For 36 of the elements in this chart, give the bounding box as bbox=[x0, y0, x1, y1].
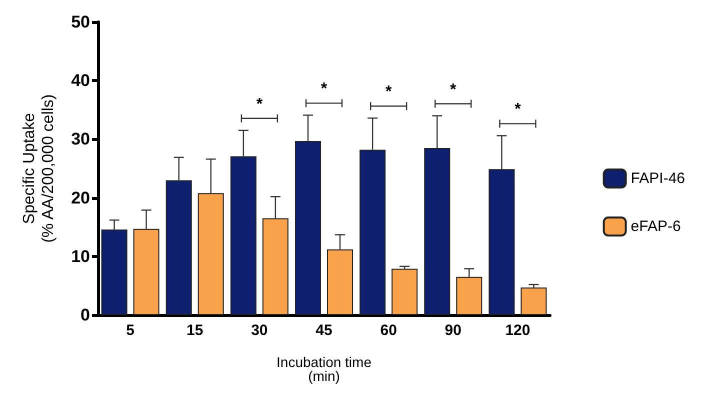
y-axis-title: Specific Uptake (% AA/200,000 cells) bbox=[21, 94, 57, 243]
bar bbox=[327, 249, 353, 315]
x-axis-title: Incubation time (min) bbox=[276, 354, 372, 384]
bar bbox=[133, 228, 160, 315]
y-tick-label: 30 bbox=[71, 130, 90, 149]
x-tick-label: 5 bbox=[126, 322, 134, 339]
bar bbox=[262, 218, 288, 315]
y-tick-label: 50 bbox=[71, 12, 90, 32]
annotation: * bbox=[320, 80, 328, 98]
annotation: * bbox=[385, 84, 392, 101]
annotation: * bbox=[256, 96, 264, 113]
bar bbox=[424, 148, 450, 315]
legend-label: FAPI-46 bbox=[630, 170, 686, 187]
bar bbox=[295, 140, 321, 315]
bar bbox=[198, 193, 224, 315]
y-tick-label: 40 bbox=[71, 71, 90, 90]
annotation: * bbox=[514, 101, 522, 118]
x-tick-label: 120 bbox=[505, 322, 530, 339]
bar bbox=[230, 156, 256, 315]
x-tick-label: 90 bbox=[444, 322, 462, 339]
bar bbox=[101, 229, 128, 315]
bar bbox=[392, 268, 418, 315]
y-tick-label: 20 bbox=[71, 188, 90, 208]
x-tick-label: 15 bbox=[186, 322, 204, 339]
bar bbox=[520, 287, 547, 315]
bar bbox=[360, 150, 386, 315]
x-tick-label: 30 bbox=[251, 322, 268, 339]
legend-label: eFAP-6 bbox=[630, 218, 681, 235]
bar bbox=[456, 276, 482, 315]
annotation: * bbox=[450, 81, 458, 98]
y-tick-label: 10 bbox=[71, 246, 90, 266]
x-tick-label: 60 bbox=[380, 322, 397, 339]
bar bbox=[166, 180, 192, 315]
y-tick-label: 0 bbox=[80, 306, 90, 324]
x-tick-label: 45 bbox=[316, 322, 332, 339]
bar bbox=[488, 169, 515, 315]
